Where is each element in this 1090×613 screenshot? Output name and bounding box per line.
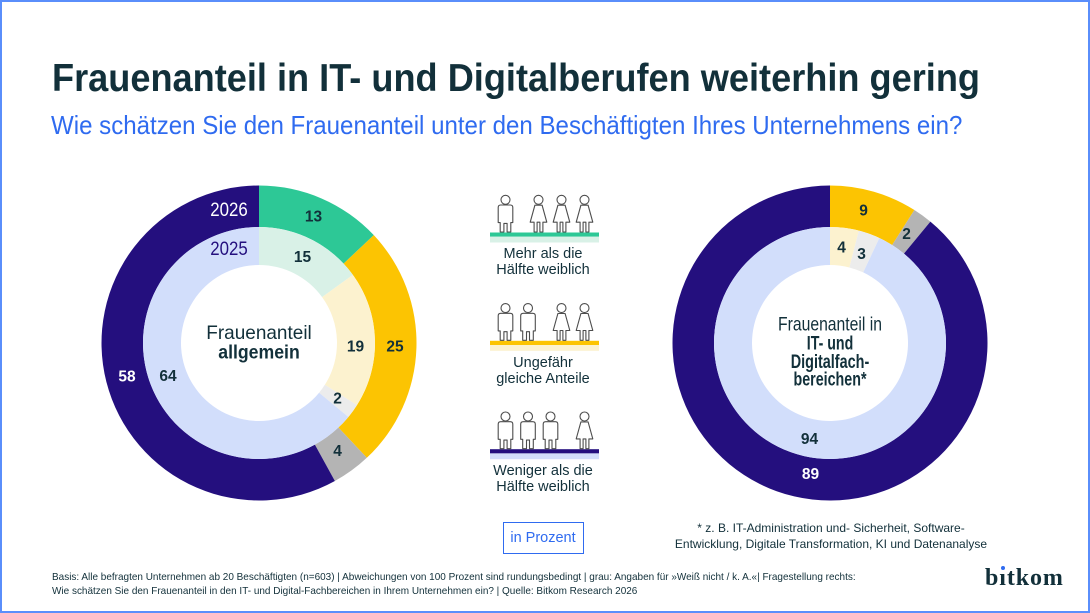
svg-text:Digitalfach-: Digitalfach- xyxy=(791,351,870,373)
svg-text:2: 2 xyxy=(902,226,911,243)
svg-text:Frauenanteil in: Frauenanteil in xyxy=(778,313,882,335)
svg-text:allgemein: allgemein xyxy=(218,341,300,363)
svg-text:25: 25 xyxy=(386,338,404,355)
svg-text:4: 4 xyxy=(837,239,846,256)
svg-text:94: 94 xyxy=(801,431,819,448)
svg-text:2026: 2026 xyxy=(210,199,248,221)
svg-text:2: 2 xyxy=(333,390,342,407)
svg-text:3: 3 xyxy=(857,246,866,263)
svg-text:64: 64 xyxy=(159,368,177,385)
svg-text:bereichen*: bereichen* xyxy=(794,368,867,390)
svg-text:2025: 2025 xyxy=(210,238,248,260)
svg-text:Frauenanteil: Frauenanteil xyxy=(206,322,312,344)
svg-text:89: 89 xyxy=(802,466,820,483)
svg-text:IT- und: IT- und xyxy=(807,332,854,354)
svg-text:19: 19 xyxy=(346,338,364,355)
svg-text:58: 58 xyxy=(118,368,136,385)
svg-text:9: 9 xyxy=(859,202,868,219)
svg-text:15: 15 xyxy=(293,249,311,266)
svg-text:4: 4 xyxy=(333,443,342,460)
svg-text:13: 13 xyxy=(304,208,322,225)
